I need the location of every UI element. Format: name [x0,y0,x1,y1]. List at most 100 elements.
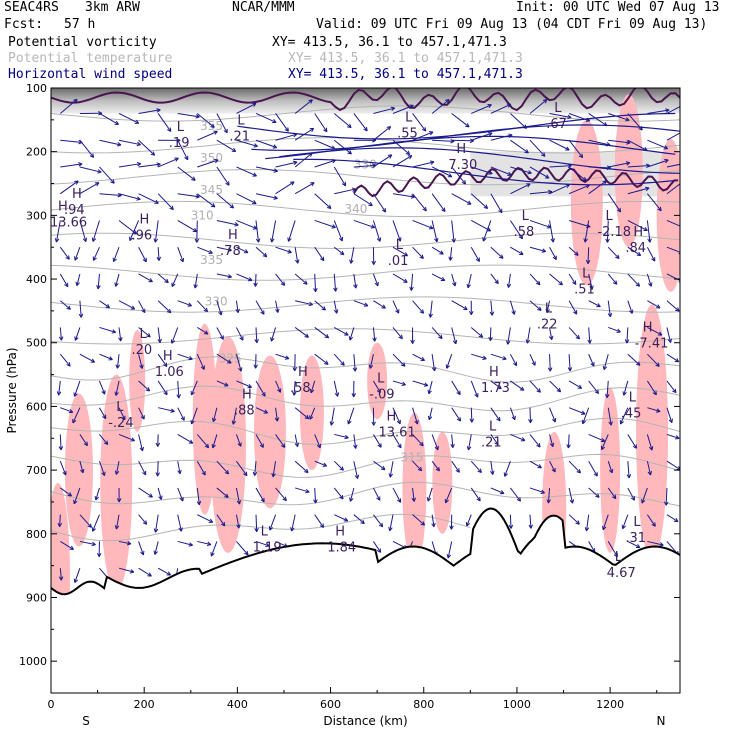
wind-vector [549,246,557,261]
wind-vector [466,434,472,451]
wind-vector [313,273,318,293]
wind-vector [295,300,313,307]
wind-vector [490,434,499,446]
wind-vector [608,112,630,122]
extremum-29: L4.67 [607,550,636,581]
extremum-25: L.45 [621,391,642,422]
extremum-24: L.21 [481,419,502,450]
wind-vector [448,247,453,261]
wind-vector [275,353,290,360]
wind-vector [588,180,607,195]
wind-vector [392,220,402,242]
wind-vector [275,160,298,168]
extremum-type: L [554,101,562,116]
wind-vector [508,514,514,529]
wind-vector [255,246,268,258]
wind-vector [351,380,356,398]
wind-vector [349,247,355,264]
wind-vector [177,300,192,307]
wind-vector [138,273,153,283]
wind-vector [666,514,679,523]
wind-vector [427,407,433,421]
wind-vector [627,434,638,449]
wind-vector [138,193,159,204]
extremum-type: L [633,515,641,530]
wind-vector [116,487,122,503]
x-tick-label: 1200 [596,698,624,711]
wind-vector [490,273,499,285]
wind-vector [177,139,189,161]
wind-vector [646,461,653,476]
wind-vector [392,434,402,449]
wind-vector [412,300,425,314]
extremum-type: H [163,349,173,364]
wind-vector [666,163,680,168]
extremum-13: L.22 [537,301,558,332]
wind-vector [488,327,493,341]
wind-vector [431,220,439,243]
extremum-15: H-7.41 [635,321,669,352]
wind-vector [588,460,598,477]
extremum-0: H13.66 [51,200,87,231]
wind-vector [333,300,339,314]
wind-vector [314,246,325,262]
wind-vector [216,487,229,498]
wind-vector [73,380,81,397]
x-tick-label: 800 [413,698,434,711]
wind-vector [216,219,239,227]
wind-vector [666,220,680,227]
wind-vector [392,193,416,199]
wind-vector [157,487,163,500]
wind-vector [236,166,257,177]
extremum-type: H [72,187,82,202]
wind-vector [153,541,159,555]
extremum-type: H [456,142,466,157]
extremum-type: H [298,365,308,380]
extremum-value: 4.67 [607,566,636,581]
y-tick-label: 300 [26,209,47,222]
wind-vector [255,380,266,397]
wind-vector [255,540,270,548]
wind-vector [529,434,541,448]
wind-vector [60,407,74,414]
wind-vector [292,354,298,372]
wind-vector [157,380,168,396]
wind-vector [56,380,62,396]
wind-vector [549,434,555,448]
wind-vector [275,487,287,502]
extremum-type: L [177,120,185,135]
wind-vector [294,127,315,141]
wind-vector [431,514,436,528]
wind-vector [588,380,600,394]
wind-vector [627,300,634,314]
wind-vector [197,158,219,168]
terrain-line [51,507,680,596]
wind-vector [177,220,198,233]
wind-vector [450,434,455,448]
wind-vector [352,354,358,372]
wind-vector [314,159,336,168]
wind-vector [566,434,571,449]
wind-vector [412,246,424,259]
extremum-value: .58 [514,225,535,240]
wind-vector [210,541,218,557]
wind-vector [236,541,249,556]
wind-vector [469,300,474,316]
shade-patch-10 [432,431,453,534]
wind-vector [98,461,106,476]
wind-vector [392,155,413,168]
wind-vector [392,273,408,283]
wind-vector [470,487,481,502]
wind-vector [666,327,673,343]
field-theta-name: Potential temperature [8,51,173,66]
wind-vector [627,113,643,131]
wind-vector [392,246,409,257]
wind-vector [392,104,414,114]
wind-vector [129,220,140,242]
wind-vector [157,193,174,211]
wind-vector [647,158,669,168]
extremum-value: 1.73 [481,381,510,396]
wind-vector [138,567,152,577]
wind-vector [54,220,61,243]
wind-vector [621,514,629,530]
